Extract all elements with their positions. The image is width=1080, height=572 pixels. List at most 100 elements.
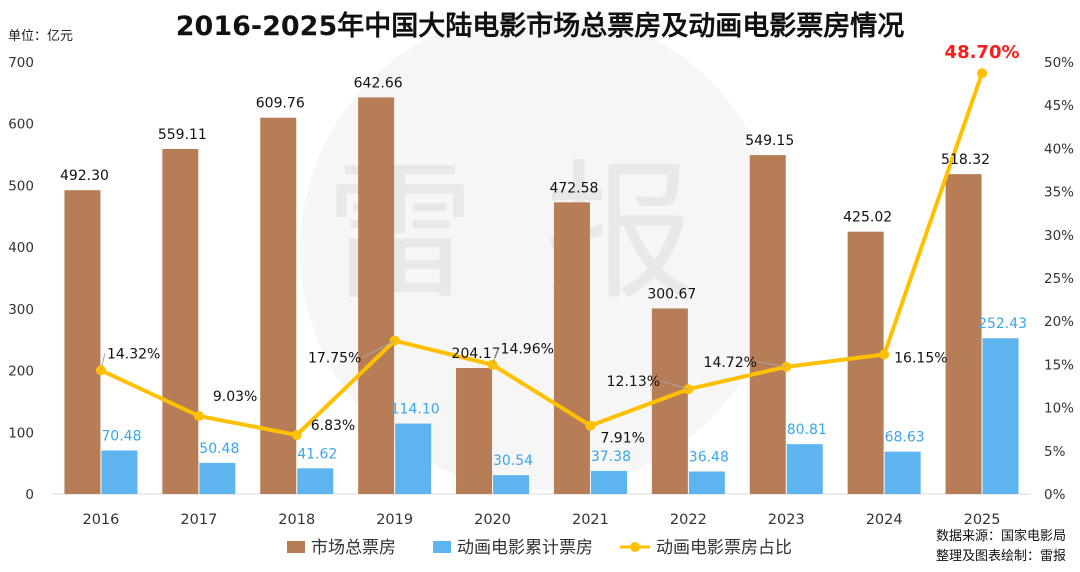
bar-anim xyxy=(493,475,530,494)
x-tick-label: 2017 xyxy=(180,512,217,528)
x-tick-label: 2023 xyxy=(768,512,805,528)
y-tick-label-right: 40% xyxy=(1044,141,1074,157)
data-label-total: 518.32 xyxy=(941,152,990,168)
data-label-share: 14.96% xyxy=(501,342,554,358)
data-label-anim: 114.10 xyxy=(391,402,440,418)
data-label-total: 642.66 xyxy=(354,75,403,91)
x-tick-label: 2018 xyxy=(278,512,315,528)
y-axis-right: 0% 5% 10% 15% 20% 25% 30% 35% 40% 45% 50% xyxy=(1044,55,1074,503)
y-tick-label-right: 10% xyxy=(1044,401,1074,417)
x-axis: 2016 2017 2018 2019 2020 2021 2022 2023 2024 2025 xyxy=(82,512,1000,528)
legend-swatch-total xyxy=(287,541,305,553)
y-tick-label-left: 500 xyxy=(8,178,34,194)
bar-total xyxy=(553,202,590,494)
x-tick-label: 2020 xyxy=(474,512,511,528)
data-label-share: 16.15% xyxy=(894,350,947,366)
x-tick-label: 2025 xyxy=(964,512,1001,528)
y-axis-left: 0 100 200 300 400 500 600 700 xyxy=(8,55,34,503)
data-label-total: 492.30 xyxy=(60,168,109,184)
data-label-total: 300.67 xyxy=(647,286,696,302)
unit-label: 单位：亿元 xyxy=(8,29,73,44)
data-label-share: 17.75% xyxy=(308,351,361,367)
source-line-1: 数据来源：国家电影局 xyxy=(936,528,1066,544)
share-line xyxy=(100,72,984,437)
bar-anim xyxy=(786,444,823,494)
data-label-anim: 41.62 xyxy=(297,446,337,462)
data-label-total: 609.76 xyxy=(256,96,305,112)
chart-title: 2016-2025年中国大陆电影市场总票房及动画电影票房情况 xyxy=(176,10,905,42)
x-tick-label: 2024 xyxy=(866,512,903,528)
bar-anim xyxy=(199,462,236,494)
data-label-anim: 36.48 xyxy=(689,449,729,465)
data-label-anim: 68.63 xyxy=(885,430,925,446)
y-tick-label-right: 0% xyxy=(1044,487,1066,503)
data-label-total: 549.15 xyxy=(745,133,794,149)
share-point xyxy=(977,68,988,79)
y-tick-label-left: 0 xyxy=(25,487,34,503)
bar-total xyxy=(847,231,884,494)
data-label-share: 9.03% xyxy=(213,389,257,405)
share-leader-line xyxy=(661,380,689,390)
bar-total xyxy=(749,155,786,494)
data-label-share: 7.91% xyxy=(600,431,644,447)
data-label-anim: 50.48 xyxy=(199,441,239,457)
x-tick-label: 2022 xyxy=(670,512,707,528)
y-tick-label-left: 200 xyxy=(8,364,34,380)
data-labels: 492.30 70.48 559.11 50.48 609.76 41.62 642.66 1… xyxy=(60,42,1027,469)
legend-swatch-share-dot xyxy=(630,542,640,552)
data-label-share: 6.83% xyxy=(311,418,355,434)
share-point xyxy=(193,410,204,421)
data-label-total: 559.11 xyxy=(158,127,207,143)
data-label-anim: 37.38 xyxy=(591,449,631,465)
y-tick-label-left: 700 xyxy=(8,55,34,71)
bar-total xyxy=(358,97,395,495)
y-tick-label-left: 600 xyxy=(8,117,34,133)
share-leader-line xyxy=(362,340,395,359)
share-point xyxy=(291,429,302,440)
y-tick-label-left: 100 xyxy=(8,425,34,441)
source-line-2: 整理及图表绘制：雷报 xyxy=(936,549,1066,564)
bar-total xyxy=(162,148,199,494)
y-tick-label-left: 300 xyxy=(8,302,34,318)
bar-total xyxy=(456,367,493,494)
y-tick-label-right: 25% xyxy=(1044,271,1074,287)
data-label-share: 14.72% xyxy=(704,355,757,371)
x-tick-label: 2016 xyxy=(82,512,119,528)
bar-total xyxy=(260,117,297,494)
bar-anim xyxy=(395,423,432,494)
legend-label-anim: 动画电影累计票房 xyxy=(457,538,593,558)
bars-anim-series xyxy=(101,338,1019,494)
watermark-char-1: 雷 xyxy=(325,147,475,321)
y-tick-label-left: 400 xyxy=(8,240,34,256)
bar-total xyxy=(64,190,101,494)
data-label-share: 12.13% xyxy=(607,374,660,390)
x-tick-label: 2021 xyxy=(572,512,609,528)
legend: 市场总票房 动画电影累计票房 动画电影票房占比 xyxy=(287,538,792,558)
data-label-total: 472.58 xyxy=(549,180,598,196)
legend-swatch-anim xyxy=(433,541,451,553)
data-label-share-highlight: 48.70% xyxy=(945,42,1020,63)
bar-anim xyxy=(884,451,921,494)
bar-anim xyxy=(101,450,138,494)
data-label-anim: 80.81 xyxy=(787,422,827,438)
y-tick-label-right: 35% xyxy=(1044,185,1074,201)
y-tick-label-right: 15% xyxy=(1044,357,1074,373)
y-tick-label-right: 45% xyxy=(1044,98,1074,114)
legend-label-share: 动画电影票房占比 xyxy=(656,538,792,558)
bars-total-series xyxy=(64,97,982,495)
y-tick-label-right: 50% xyxy=(1044,55,1074,71)
y-tick-label-right: 30% xyxy=(1044,228,1074,244)
data-label-anim: 252.43 xyxy=(978,316,1027,332)
data-label-total: 425.02 xyxy=(843,210,892,226)
y-tick-label-right: 5% xyxy=(1044,444,1066,460)
bar-anim xyxy=(297,468,334,494)
share-leader-line xyxy=(100,353,106,371)
data-label-total: 204.17 xyxy=(452,346,501,362)
x-tick-label: 2019 xyxy=(376,512,413,528)
data-label-anim: 70.48 xyxy=(101,429,141,445)
share-leader-line xyxy=(492,348,500,365)
watermark: 雷 报 xyxy=(325,147,695,321)
data-label-anim: 30.54 xyxy=(493,453,533,469)
share-point xyxy=(879,349,890,360)
